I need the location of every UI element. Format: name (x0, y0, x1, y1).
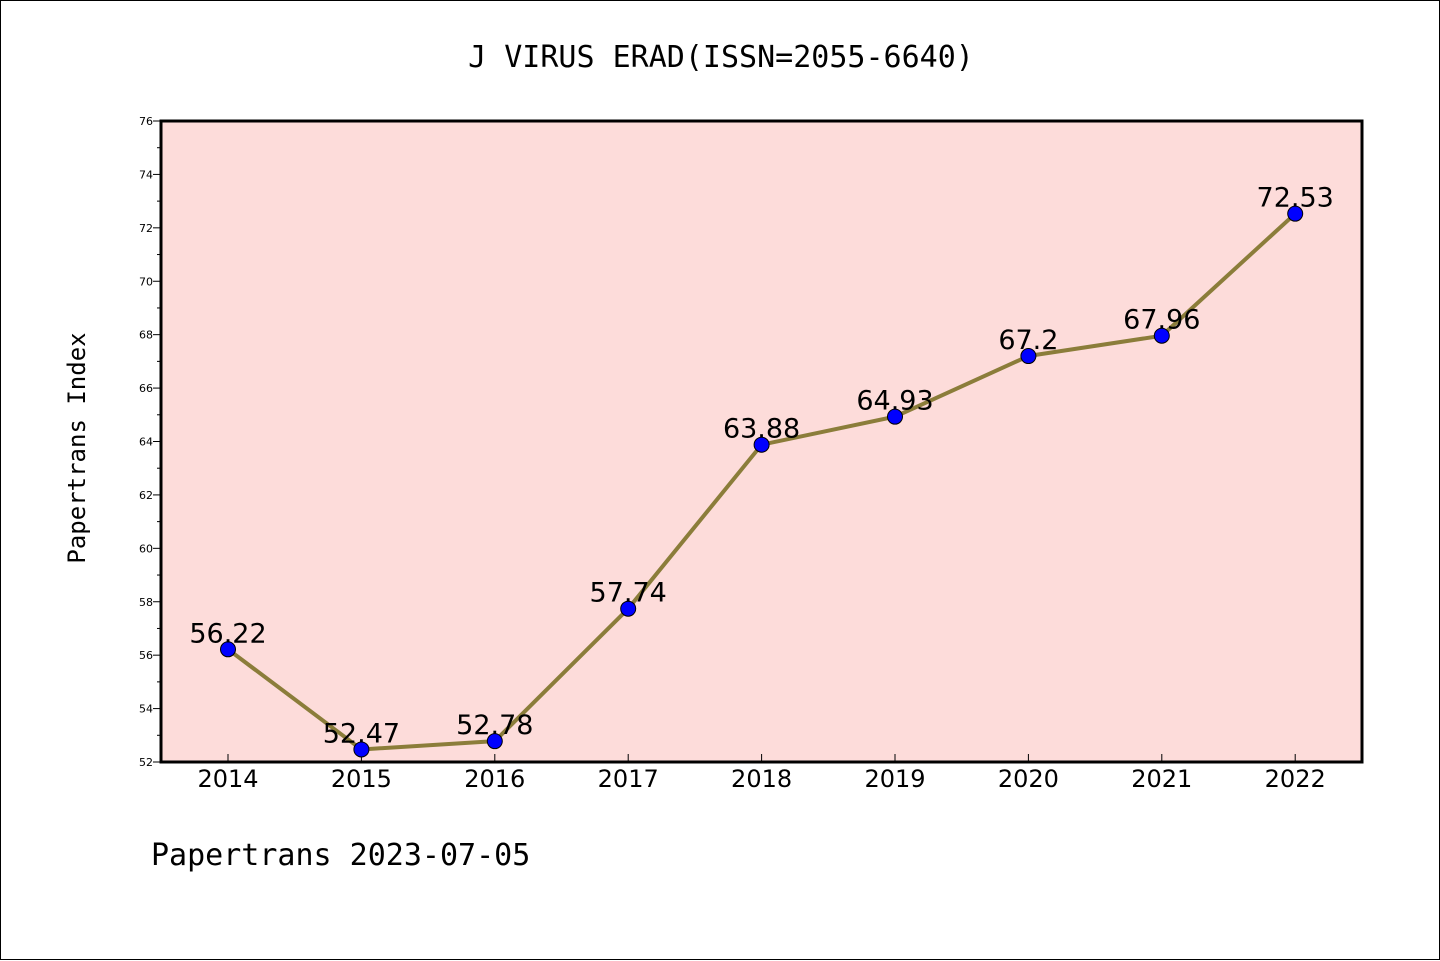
data-point (220, 641, 236, 658)
chart-title: J VIRUS ERAD(ISSN=2055-6640) (468, 40, 974, 75)
data-label: 64.93 (856, 386, 933, 417)
data-point (353, 741, 370, 758)
x-tick-label: 2015 (331, 765, 392, 793)
y-tick-label: 70 (139, 275, 153, 288)
data-label: 67.2 (998, 325, 1058, 356)
y-tick-label: 66 (139, 382, 153, 395)
y-axis-label: Papertrans Index (63, 332, 91, 563)
x-axis: 2014 2015 2016 2017 2018 2019 2020 2021 2022 (197, 754, 1326, 793)
x-tick-label: 2022 (1265, 765, 1326, 793)
data-point (1153, 327, 1170, 344)
y-tick-label: 72 (139, 222, 153, 235)
plot-border (159, 119, 1364, 764)
data-label: 52.78 (456, 710, 533, 741)
x-tick-label: 2018 (731, 765, 792, 793)
y-tick-label: 74 (139, 168, 153, 181)
y-tick-label: 58 (139, 596, 153, 609)
x-tick-label: 2016 (464, 765, 525, 793)
data-point (486, 733, 503, 750)
data-label: 52.47 (323, 718, 400, 749)
y-axis: 52 54 56 58 60 62 64 66 68 70 72 74 76 (139, 115, 161, 769)
data-label: 63.88 (723, 414, 800, 445)
x-tick-label: 2017 (598, 765, 659, 793)
data-point (1020, 348, 1037, 365)
y-tick-label: 76 (139, 115, 153, 128)
y-tick-label: 68 (139, 329, 153, 342)
y-tick-label: 54 (139, 703, 153, 716)
x-tick-label: 2021 (1131, 765, 1192, 793)
y-tick-label: 64 (139, 436, 153, 449)
y-tick-label: 62 (139, 489, 153, 502)
x-tick-label: 2020 (998, 765, 1059, 793)
x-tick-label: 2014 (197, 765, 258, 793)
data-label: 67.96 (1123, 305, 1200, 336)
x-tick-label: 2019 (864, 765, 925, 793)
data-point (620, 600, 637, 617)
data-label: 72.53 (1257, 183, 1334, 214)
data-label: 57.74 (590, 578, 667, 609)
data-label: 56.22 (189, 618, 266, 649)
y-tick-label: 60 (139, 542, 153, 555)
y-tick-label: 56 (139, 649, 153, 662)
y-tick-label: 52 (139, 756, 153, 769)
data-point (753, 436, 770, 453)
data-point (887, 408, 903, 425)
footer-date: Papertrans 2023-07-05 (151, 838, 530, 873)
data-point (1287, 205, 1304, 222)
series-layer: 56.22 52.47 52.78 57.74 63.88 64.93 67.2 67.96 7… (189, 183, 1334, 758)
